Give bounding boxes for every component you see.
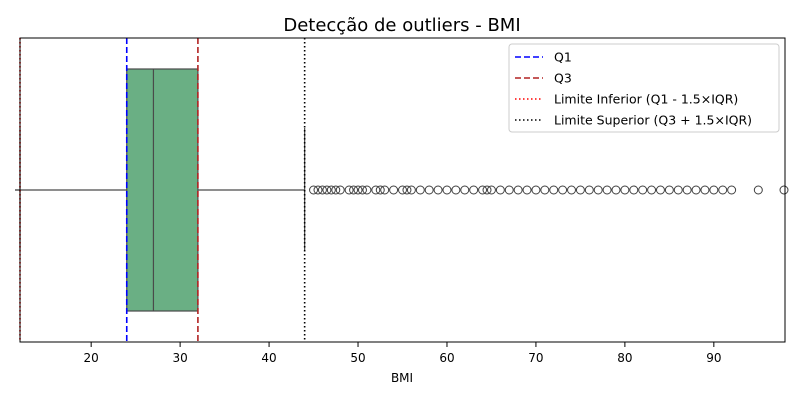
box-iqr: [126, 68, 199, 312]
outlier-point: [406, 185, 416, 195]
outlier-point: [584, 185, 594, 195]
outlier-point: [349, 185, 359, 195]
outlier-point: [451, 185, 461, 195]
outlier-point: [629, 185, 639, 195]
outlier-point: [611, 185, 621, 195]
outlier-point: [673, 185, 683, 195]
outlier-point: [513, 185, 523, 195]
chart-title: Detecção de outliers - BMI: [283, 15, 520, 36]
outlier-point: [380, 185, 390, 195]
legend-label: Limite Inferior (Q1 - 1.5×IQR): [554, 92, 738, 107]
x-tick-label: 30: [172, 351, 187, 365]
outlier-point: [424, 185, 434, 195]
outlier-point: [753, 185, 763, 195]
outlier-point: [575, 185, 585, 195]
outlier-point: [664, 185, 674, 195]
outlier-point: [522, 185, 532, 195]
outlier-point: [620, 185, 630, 195]
outlier-point: [567, 185, 577, 195]
outlier-point: [375, 185, 385, 195]
outlier-point: [331, 185, 341, 195]
outlier-point: [469, 185, 479, 195]
x-tick-label: 40: [261, 351, 276, 365]
outlier-point: [402, 185, 412, 195]
outlier-point: [495, 185, 505, 195]
outlier-point: [415, 185, 425, 195]
outlier-point: [531, 185, 541, 195]
outlier-point: [442, 185, 452, 195]
outlier-point: [638, 185, 648, 195]
x-tick-label: 20: [84, 351, 99, 365]
outlier-point: [482, 185, 492, 195]
legend-box: [508, 43, 780, 133]
outlier-point: [357, 185, 367, 195]
outlier-point: [691, 185, 701, 195]
outlier-point: [460, 185, 470, 195]
outlier-point: [593, 185, 603, 195]
outlier-point: [655, 185, 665, 195]
outlier-point: [398, 185, 407, 195]
x-tick-label: 60: [439, 351, 454, 365]
outlier-point: [540, 185, 550, 195]
outlier-point: [317, 185, 327, 195]
outlier-point: [371, 185, 381, 195]
x-tick-label: 50: [350, 351, 365, 365]
outlier-point: [779, 185, 789, 195]
outlier-point: [389, 185, 399, 195]
outlier-point: [362, 185, 372, 195]
x-tick-label: 70: [528, 351, 543, 365]
x-axis: 20 30 40 50 60 70 80 90: [15, 189, 721, 365]
outlier-point: [322, 185, 332, 195]
outlier-point: [718, 185, 728, 195]
outlier-point: [313, 185, 323, 195]
outlier-point: [353, 185, 363, 195]
outlier-point: [326, 185, 336, 195]
outlier-point: [549, 185, 559, 195]
outlier-point: [558, 185, 568, 195]
legend-label: Q1: [554, 50, 572, 65]
x-axis-title: BMI: [391, 371, 413, 385]
outlier-point: [335, 185, 345, 195]
outlier-point: [647, 185, 657, 195]
outlier-point: [309, 185, 319, 195]
outlier-point: [602, 185, 612, 195]
x-tick-label: 90: [706, 351, 721, 365]
outlier-point: [709, 185, 719, 195]
legend: Q1 Q3 Limite Inferior (Q1 - 1.5×IQR) Limite…: [508, 43, 780, 133]
outlier-point: [433, 185, 443, 195]
outlier-point: [478, 185, 488, 195]
legend-label: Q3: [554, 71, 572, 86]
outlier-point: [700, 185, 710, 195]
outlier-point: [504, 185, 514, 195]
outlier-point: [486, 185, 496, 195]
x-tick-label: 80: [617, 351, 632, 365]
outlier-point: [727, 185, 737, 195]
plot-area: [19, 38, 789, 342]
legend-label: Limite Superior (Q3 + 1.5×IQR): [554, 113, 752, 128]
outlier-point: [344, 185, 354, 195]
outlier-point: [682, 185, 692, 195]
